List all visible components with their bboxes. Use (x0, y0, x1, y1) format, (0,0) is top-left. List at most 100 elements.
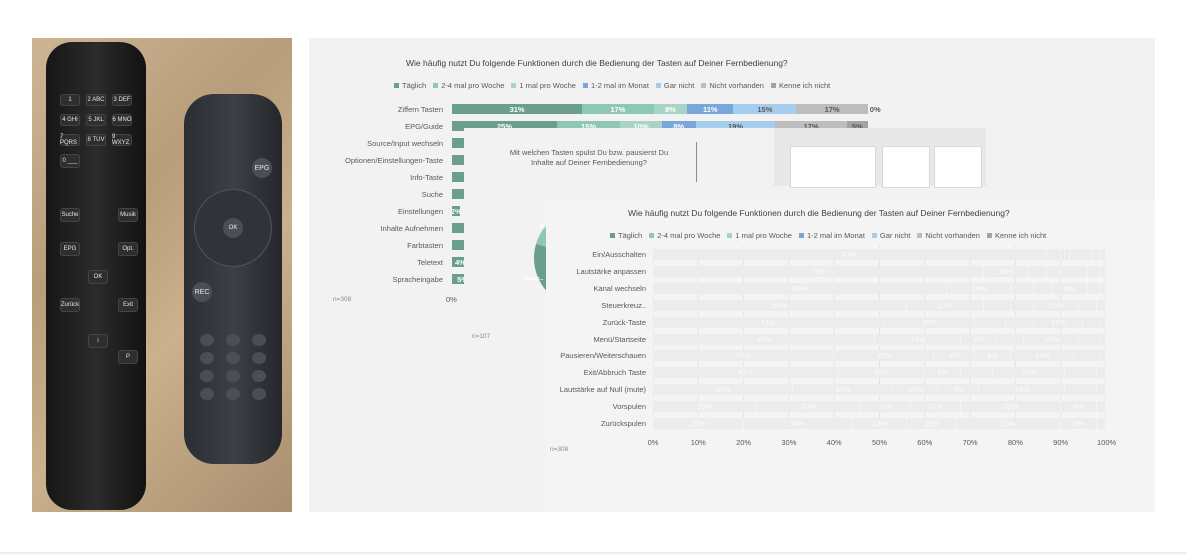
remote-key (226, 388, 240, 400)
back-chart-title: Wie häufig nutzt Du folgende Funktionen … (406, 58, 788, 68)
front-legend-swatch (727, 233, 733, 238)
front-legend-swatch (917, 233, 923, 238)
remote-control-right: OK EPG REC (184, 94, 282, 464)
remote-control-left: 1 2 ABC 3 DEF 4 GHI 5 JKL 6 MNO 7 PQRS 8 TUV 9 W… (46, 42, 146, 510)
front-bar-segment: 11% (1033, 316, 1084, 328)
remote-ok-button: OK (223, 218, 243, 238)
back-bar-segment (452, 223, 464, 233)
back-bar-segment: 31% (452, 104, 583, 114)
remote-thumbnail-1 (882, 146, 930, 188)
back-legend-item: 1 mal pro Woche (511, 81, 576, 90)
front-chart-card: Wie häufig nutzt Du folgende Funktionen … (546, 198, 1155, 512)
front-bar-segment: 19% (874, 333, 962, 345)
remote-key (200, 352, 214, 364)
front-legend-label: 1 mal pro Woche (735, 231, 792, 240)
back-chart-note: n=308 (333, 296, 352, 303)
remote-key (252, 388, 266, 400)
front-bar-segment: 23% (653, 401, 758, 413)
back-bar-segment: 10% (620, 121, 662, 131)
front-bar-segment (1010, 299, 1034, 311)
remote-key (200, 334, 214, 346)
back-bar-segment: 8% (653, 104, 688, 114)
back-bar-segment: 15% (557, 121, 620, 131)
back-category-label: Farbtasten (407, 241, 443, 250)
back-category-label: EPG/Guide (405, 122, 443, 131)
front-bar-segment: 65% (653, 282, 948, 294)
remote-key (226, 352, 240, 364)
remote-key: 0 ___ (60, 154, 80, 168)
front-legend-swatch (986, 233, 992, 238)
back-bar-segment: 25% (452, 121, 557, 131)
remote-dpad: OK (194, 189, 272, 267)
back-category-label: Teletext (417, 258, 443, 267)
front-bar-segment: 11% (911, 401, 962, 413)
front-x-tick-label: 40% (826, 438, 842, 447)
front-bar-segment: 10% (893, 384, 939, 396)
remote-key: 6 MNO (112, 114, 132, 126)
front-category-label: Menü/Startseite (593, 334, 646, 344)
remote-key: P (118, 350, 138, 364)
front-bar-segment: 22% (961, 401, 1061, 413)
back-bar-segment (452, 155, 464, 165)
back-legend-swatch (701, 83, 707, 88)
front-bar-segment: 11% (861, 401, 912, 413)
front-bar-segment: 20% (653, 418, 744, 429)
front-bar-segment (1096, 401, 1106, 413)
front-legend-swatch (610, 233, 615, 238)
remote-key: REC (192, 282, 212, 302)
front-bar-segment (1101, 265, 1106, 277)
remote-key (252, 370, 266, 382)
back-bar-segment (452, 138, 464, 148)
front-bar-segment (1069, 249, 1093, 260)
front-bar-segment: 24% (743, 418, 853, 429)
back-legend-label: Kenne ich nicht (778, 81, 831, 90)
front-chart-plot: 87% 73% 10% 65% 14% 8% 56% 17% 10% 51% 20% 11% 49% 19… (653, 246, 1106, 429)
remote-key: 8 TUV (86, 134, 106, 146)
pie-chart-note: n=107 (472, 333, 491, 340)
front-x-tick-label: 50% (871, 438, 887, 447)
back-legend-item: Täglich (394, 81, 426, 90)
front-x-tick-label: 60% (917, 438, 933, 447)
remote-key: EPG (60, 242, 80, 256)
remote-key (226, 334, 240, 346)
front-legend-label: 1-2 mal im Monat (806, 231, 865, 240)
remote-key: Suche (60, 208, 80, 222)
back-bar-segment: 2% (452, 206, 461, 216)
front-bar-segment (1078, 299, 1097, 311)
front-bar-segment (1060, 249, 1066, 260)
front-bar-segment: 9% (933, 350, 975, 362)
back-legend-label: 2-4 mal pro Woche (441, 81, 505, 90)
front-legend-item: Nicht vorhanden (917, 231, 980, 240)
front-chart-legend: Täglich 2-4 mal pro Woche 1 mal pro Woche 1… (610, 231, 1046, 240)
front-legend-item: Gar nicht (871, 231, 910, 240)
back-bar-segment: 5% (452, 274, 473, 284)
back-bar-segment: 17% (582, 104, 654, 114)
front-bar-segment: 41% (653, 367, 839, 379)
remote-key (226, 370, 240, 382)
remote-images-strip (774, 128, 986, 188)
front-legend-item: 2-4 mal pro Woche (649, 231, 720, 240)
back-legend-label: Täglich (402, 81, 427, 90)
front-x-tick-label: 0% (647, 438, 659, 447)
back-legend-label: 1-2 mal im Monat (590, 81, 649, 90)
front-category-label: Lautstärke anpassen (576, 266, 646, 276)
back-bar-segment: 17% (775, 121, 847, 131)
front-bar-segment: 23% (757, 401, 862, 413)
front-category-label: Kanal wechseln (593, 283, 646, 293)
back-legend-swatch (582, 83, 588, 88)
back-legend-swatch (655, 83, 661, 88)
back-bar-segment: 15% (733, 104, 797, 114)
remote-key: 4 GHI (60, 114, 80, 126)
back-legend-item: 2-4 mal pro Woche (433, 81, 504, 90)
pie-label-upper: M... (540, 224, 549, 230)
front-bar-segment: 14% (1010, 350, 1075, 362)
front-bar-segment (1101, 350, 1106, 362)
front-legend-item: Täglich (610, 231, 642, 240)
front-category-label: Vorspulen (612, 402, 646, 412)
remote-key: 2 ABC (86, 94, 106, 106)
front-bar-segment (1101, 282, 1106, 294)
front-bar-segment (1065, 249, 1070, 260)
front-bar-segment (1087, 265, 1102, 277)
back-category-label: Suche (421, 190, 443, 199)
front-legend-item: 1 mal pro Woche (727, 231, 792, 240)
